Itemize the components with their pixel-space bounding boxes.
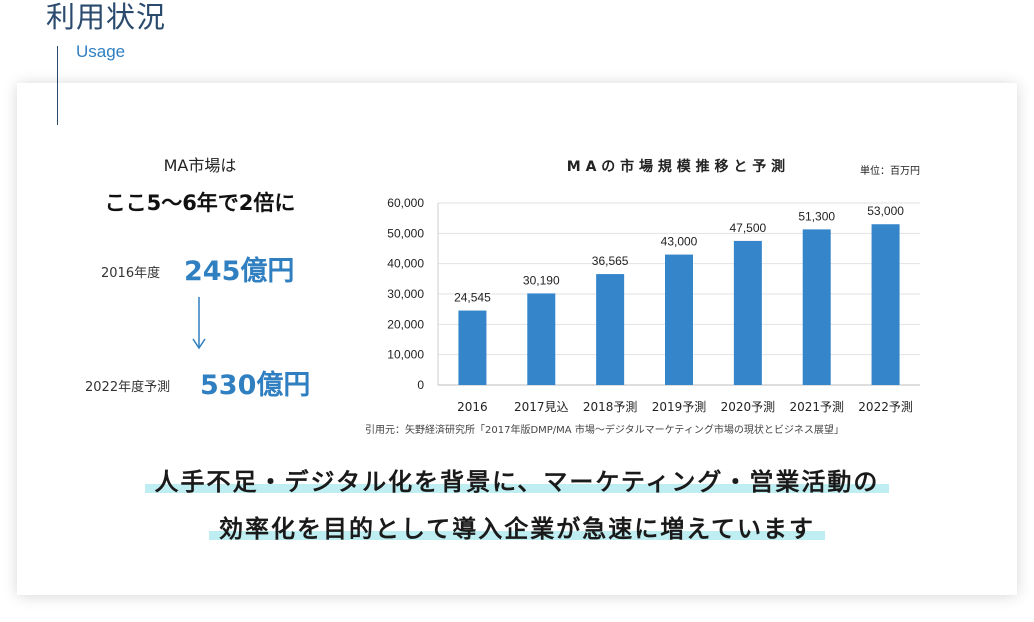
x-tick-label: 2019予測 xyxy=(652,400,707,414)
title-divider-extension xyxy=(57,83,58,125)
y-tick-label: 10,000 xyxy=(387,348,424,362)
key-message-line-2: 効率化を目的として導入企業が急速に増えています xyxy=(0,509,1034,544)
summary-line-2: ここ5〜6年で2倍に xyxy=(104,191,296,215)
bar-value-label: 53,000 xyxy=(867,204,904,218)
bar xyxy=(871,224,900,385)
x-tick-label: 2021予測 xyxy=(789,400,844,414)
to-value: 530億円 xyxy=(200,370,311,401)
down-arrow-icon xyxy=(192,297,206,350)
bar xyxy=(596,274,625,385)
y-tick-label: 60,000 xyxy=(387,196,424,210)
x-tick-label: 2020予測 xyxy=(721,400,776,414)
bar-value-label: 47,500 xyxy=(730,221,767,235)
bar xyxy=(665,254,693,385)
bar-value-label: 36,565 xyxy=(592,254,629,268)
bar-value-label: 51,300 xyxy=(798,209,835,223)
x-tick-label: 2016 xyxy=(457,400,488,414)
bar-value-label: 24,545 xyxy=(454,291,491,305)
from-year-label: 2016年度 xyxy=(101,266,161,281)
bar xyxy=(458,310,487,385)
page-subtitle: Usage xyxy=(76,42,126,61)
summary-line-1: MA市場は xyxy=(163,156,237,175)
source-citation: 引用元：矢野経済研究所「2017年版DMP/MA 市場〜デジタルマーケティング市… xyxy=(365,425,844,436)
page-title: 利用状況 xyxy=(46,0,167,34)
to-year-label: 2022年度予測 xyxy=(85,380,171,395)
from-value: 245億円 xyxy=(184,256,295,287)
y-tick-label: 40,000 xyxy=(387,257,424,271)
y-tick-label: 50,000 xyxy=(387,226,424,240)
bar xyxy=(733,240,762,385)
x-tick-label: 2022予測 xyxy=(858,400,913,414)
bar xyxy=(802,229,831,385)
y-tick-label: 20,000 xyxy=(387,317,424,331)
x-tick-label: 2017見込 xyxy=(514,400,569,414)
chart-title: M A の 市 場 規 模 推 移 と 予 測 xyxy=(567,158,785,175)
content-card xyxy=(17,83,1017,595)
bar-value-label: 43,000 xyxy=(661,235,698,249)
key-message-line-1: 人手不足・デジタル化を背景に、マーケティング・営業活動の xyxy=(0,462,1034,497)
bar xyxy=(527,293,556,385)
key-message-line-2-text: 効率化を目的として導入企業が急速に増えています xyxy=(208,515,826,543)
chart-unit-label: 単位：百万円 xyxy=(860,164,920,177)
bar-value-label: 30,190 xyxy=(523,273,560,287)
y-tick-label: 0 xyxy=(417,378,424,392)
x-tick-label: 2018予測 xyxy=(583,400,638,414)
key-message-line-1-text: 人手不足・デジタル化を背景に、マーケティング・営業活動の xyxy=(144,468,890,496)
y-tick-label: 30,000 xyxy=(387,287,424,301)
